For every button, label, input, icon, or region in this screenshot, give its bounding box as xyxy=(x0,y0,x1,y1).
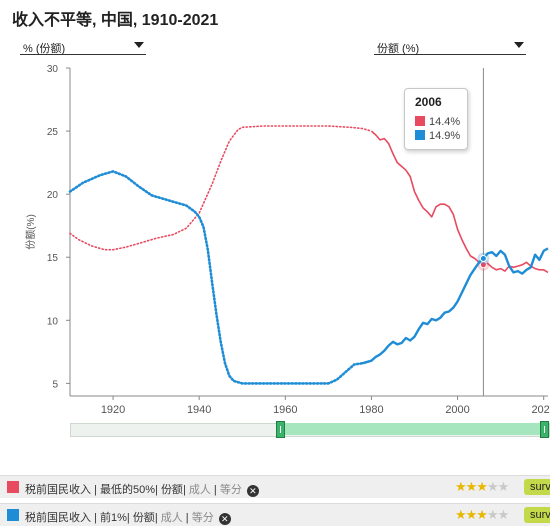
x-tick-label: 2000 xyxy=(445,404,469,415)
y-tick-label: 5 xyxy=(52,379,58,390)
unit-select-label: % (份额) xyxy=(23,43,66,55)
indicator-select-label: 份额 (%) xyxy=(377,43,420,55)
line-chart[interactable]: 5 10 15 20 25 30 1920 1940 1960 1980 2000 2020 份额(%) xyxy=(0,60,550,415)
tooltip-year: 2006 xyxy=(415,95,442,109)
x-tick-label: 2020 xyxy=(531,404,550,415)
legend-variable: 税前国民收入 xyxy=(25,484,91,496)
legend-label-top1: 税前国民收入 | 前1%| 份额| 成人 | 等分 ✕ xyxy=(25,509,231,525)
legend-group: 前1% xyxy=(99,512,127,524)
chevron-down-icon xyxy=(514,42,524,48)
range-start-handle[interactable] xyxy=(276,421,285,438)
tooltip-value-top1: 14.9% xyxy=(429,130,461,142)
legend-variable: 税前国民收入 xyxy=(25,512,91,524)
y-tick-label: 10 xyxy=(47,316,59,327)
indicator-select[interactable]: 份额 (%) xyxy=(374,38,526,55)
close-icon[interactable]: ✕ xyxy=(246,485,259,497)
legend-swatch-bottom50 xyxy=(7,481,19,493)
unit-select[interactable]: % (份额) xyxy=(20,38,146,55)
y-tick-label: 30 xyxy=(47,64,59,75)
chart-title: 收入不平等, 中国, 1910-2021 xyxy=(12,12,219,29)
legend-population: 成人 xyxy=(160,512,183,524)
series-line-top1 xyxy=(362,247,549,365)
tooltip-swatch-bottom50 xyxy=(415,116,425,126)
grip-icon xyxy=(280,426,281,433)
series-line-top1-estimated xyxy=(68,170,365,385)
legend-measure: 份额 xyxy=(132,512,155,524)
tooltip-row-top1: 14.9% xyxy=(415,130,460,142)
x-tick-label: 1980 xyxy=(359,404,383,415)
legend-group: 最低的50% xyxy=(99,484,156,496)
x-tick-label: 1960 xyxy=(273,404,297,415)
grip-icon xyxy=(544,426,545,433)
tooltip-row-bottom50: 14.4% xyxy=(415,116,460,128)
y-axis-label: 份额(%) xyxy=(24,214,37,250)
hover-point-top1 xyxy=(479,254,487,262)
hover-tooltip: 2006 14.4% 14.9% xyxy=(404,88,468,150)
close-icon[interactable]: ✕ xyxy=(218,513,231,525)
x-tick-label: 1920 xyxy=(101,404,125,415)
series-line-bottom50-estimated xyxy=(69,125,373,251)
legend-sharing: 等分 xyxy=(219,484,242,496)
legend-label-bottom50: 税前国民收入 | 最低的50%| 份额| 成人 | 等分 ✕ xyxy=(25,481,259,497)
quality-rating: ★★★★★ xyxy=(455,479,509,494)
legend-measure: 份额 xyxy=(160,484,183,496)
source-tag[interactable]: surv xyxy=(524,507,550,523)
legend-population: 成人 xyxy=(188,484,211,496)
year-range-selection[interactable] xyxy=(279,423,543,435)
chevron-down-icon xyxy=(134,42,144,48)
y-tick-label: 20 xyxy=(47,190,59,201)
legend-sharing: 等分 xyxy=(191,512,214,524)
x-tick-label: 1940 xyxy=(187,404,211,415)
y-tick-label: 25 xyxy=(47,127,59,138)
y-tick-label: 15 xyxy=(47,253,59,264)
legend-swatch-top1 xyxy=(7,509,19,521)
tooltip-swatch-top1 xyxy=(415,130,425,140)
legend-row-bottom50[interactable]: 税前国民收入 | 最低的50%| 份额| 成人 | 等分 ✕ ★★★★★ surv xyxy=(0,475,550,498)
series-line-bottom50 xyxy=(370,130,549,274)
range-end-handle[interactable] xyxy=(540,421,549,438)
source-tag[interactable]: surv xyxy=(524,479,550,495)
legend-row-top1[interactable]: 税前国民收入 | 前1%| 份额| 成人 | 等分 ✕ ★★★★★ surv xyxy=(0,503,550,526)
tooltip-value-bottom50: 14.4% xyxy=(429,116,461,128)
quality-rating: ★★★★★ xyxy=(455,507,509,522)
